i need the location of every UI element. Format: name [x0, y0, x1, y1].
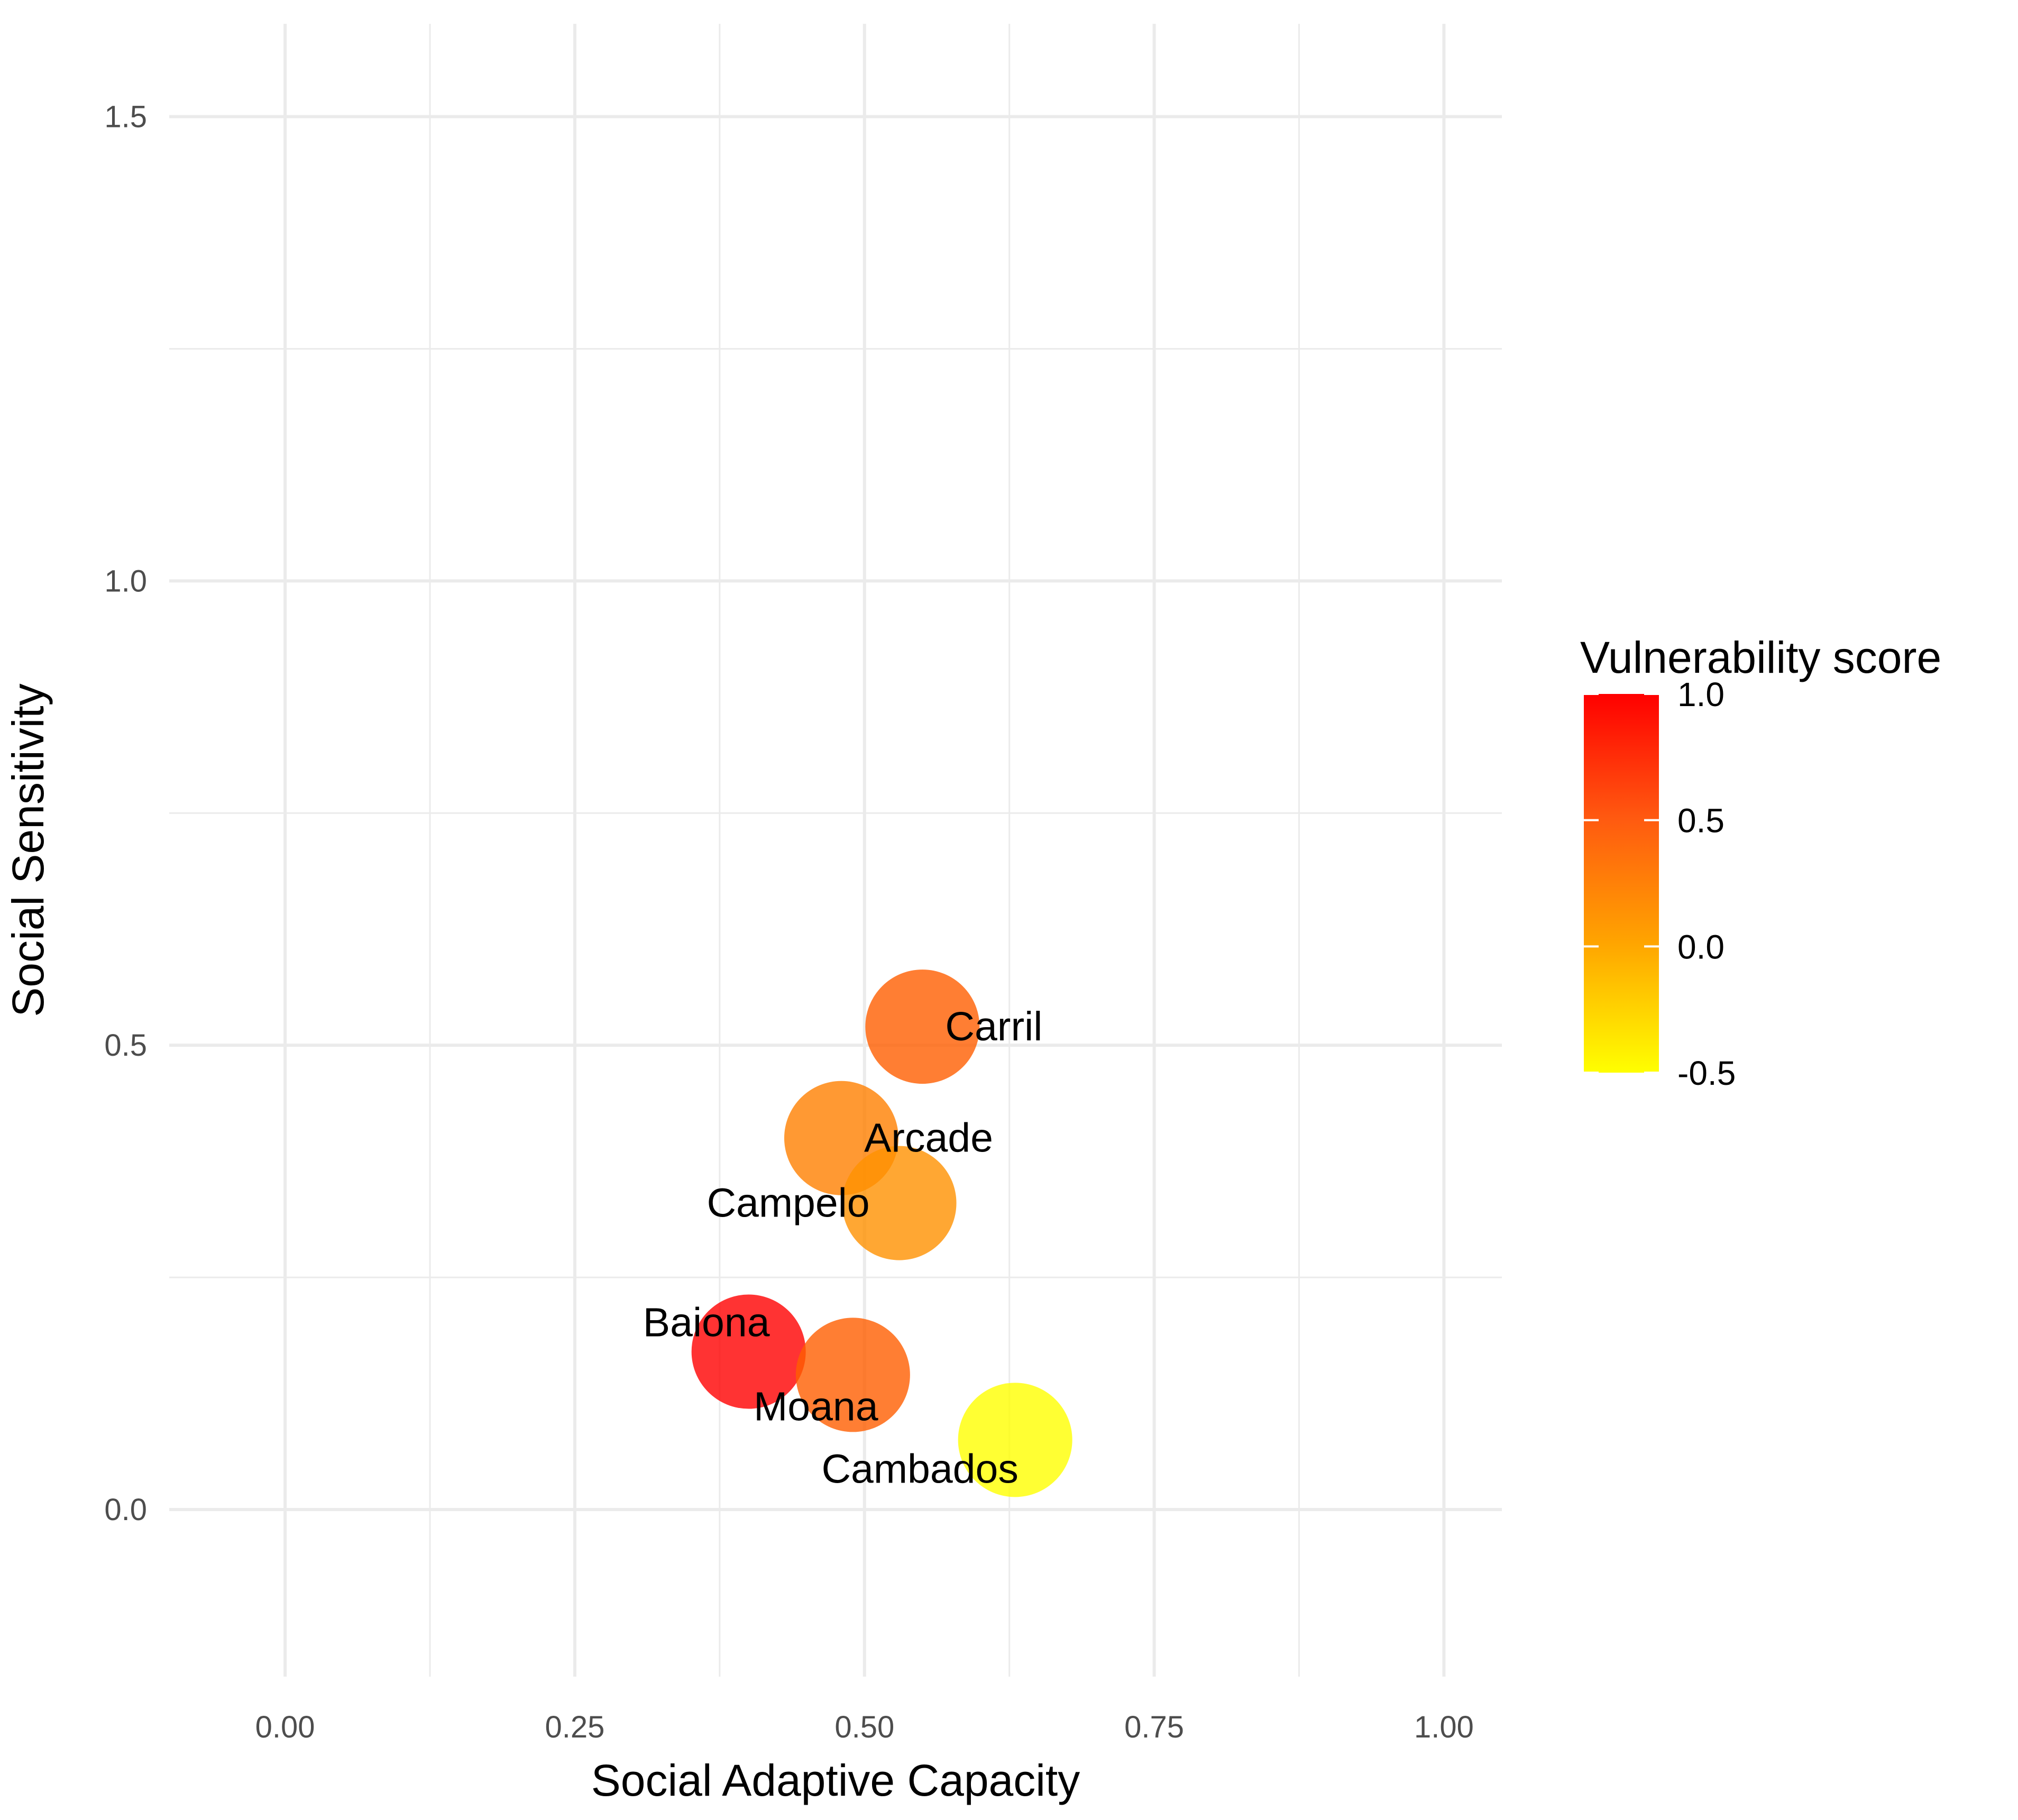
legend-colorbar	[1584, 694, 1659, 1073]
point-label-cambados: Cambados	[821, 1446, 1018, 1492]
x-tick-label: 0.00	[255, 1710, 315, 1744]
point-cambados	[958, 1383, 1072, 1497]
y-axis-title: Social Sensitivity	[3, 683, 53, 1017]
legend-tick-label: 0.0	[1677, 928, 1725, 966]
x-tick-label: 0.75	[1124, 1710, 1184, 1744]
legend-tick-label: 1.0	[1677, 675, 1725, 714]
data-points	[691, 970, 1072, 1497]
legend-tick-label: 0.5	[1677, 802, 1725, 840]
legend-tick-label: -0.5	[1677, 1054, 1736, 1092]
point-campelo	[842, 1146, 957, 1260]
x-tick-label: 0.50	[834, 1710, 894, 1744]
point-baiona	[691, 1294, 806, 1409]
y-tick-label: 0.0	[104, 1493, 147, 1527]
point-labels: Carril Arcade Campelo Baiona Moana Cambados	[643, 1004, 1043, 1492]
point-carril	[865, 970, 980, 1084]
y-tick-label: 1.5	[104, 100, 147, 134]
point-label-arcade: Arcade	[864, 1115, 993, 1161]
y-tick-label: 0.5	[104, 1028, 147, 1063]
x-tick-label: 1.00	[1414, 1710, 1474, 1744]
x-axis-title: Social Adaptive Capacity	[591, 1755, 1080, 1805]
point-label-moana: Moana	[754, 1384, 878, 1429]
point-moana	[795, 1318, 910, 1432]
x-tick-label: 0.25	[545, 1710, 605, 1744]
point-label-campelo: Campelo	[707, 1181, 869, 1226]
legend-title: Vulnerability score	[1580, 633, 1941, 682]
point-label-carril: Carril	[945, 1004, 1042, 1049]
axes: 0.00 0.25 0.50 0.75 1.00 0.0 0.5 1.0 1.5 Social A…	[3, 100, 1474, 1805]
point-label-baiona: Baiona	[643, 1300, 770, 1346]
y-tick-label: 1.0	[104, 564, 147, 598]
